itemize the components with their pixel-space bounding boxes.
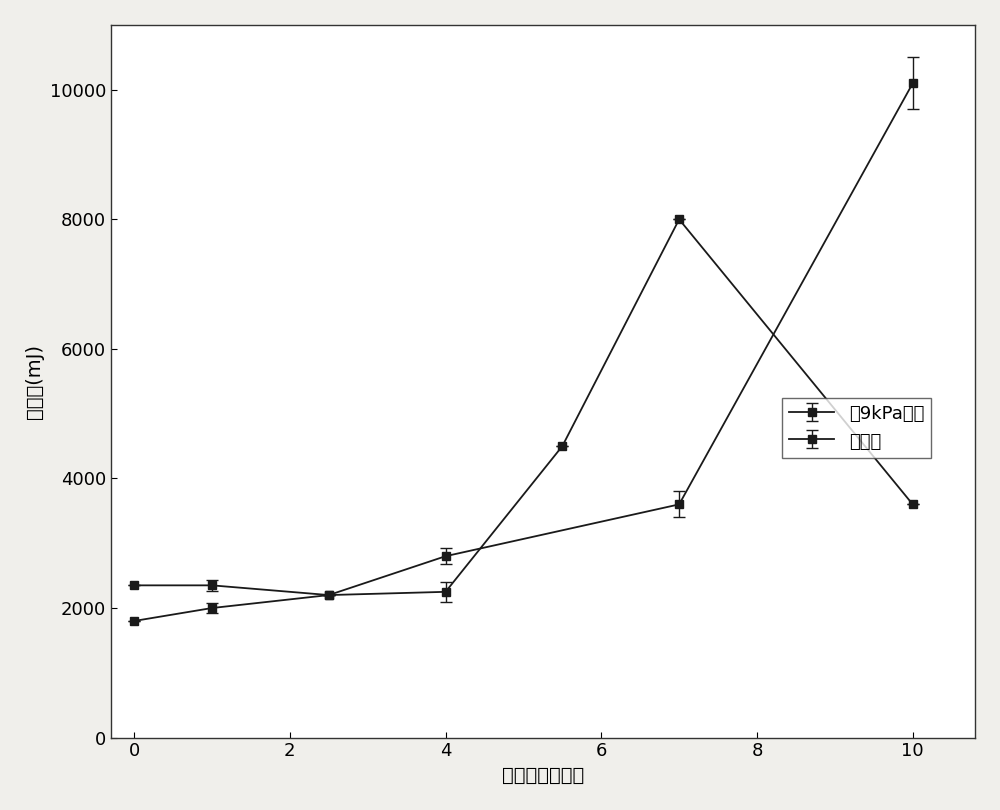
- Legend: 在9kPa固结, 无固结: 在9kPa固结, 无固结: [782, 398, 931, 458]
- X-axis label: 储存时间（天）: 储存时间（天）: [502, 766, 584, 785]
- Y-axis label: 总能量(mJ): 总能量(mJ): [25, 343, 44, 419]
